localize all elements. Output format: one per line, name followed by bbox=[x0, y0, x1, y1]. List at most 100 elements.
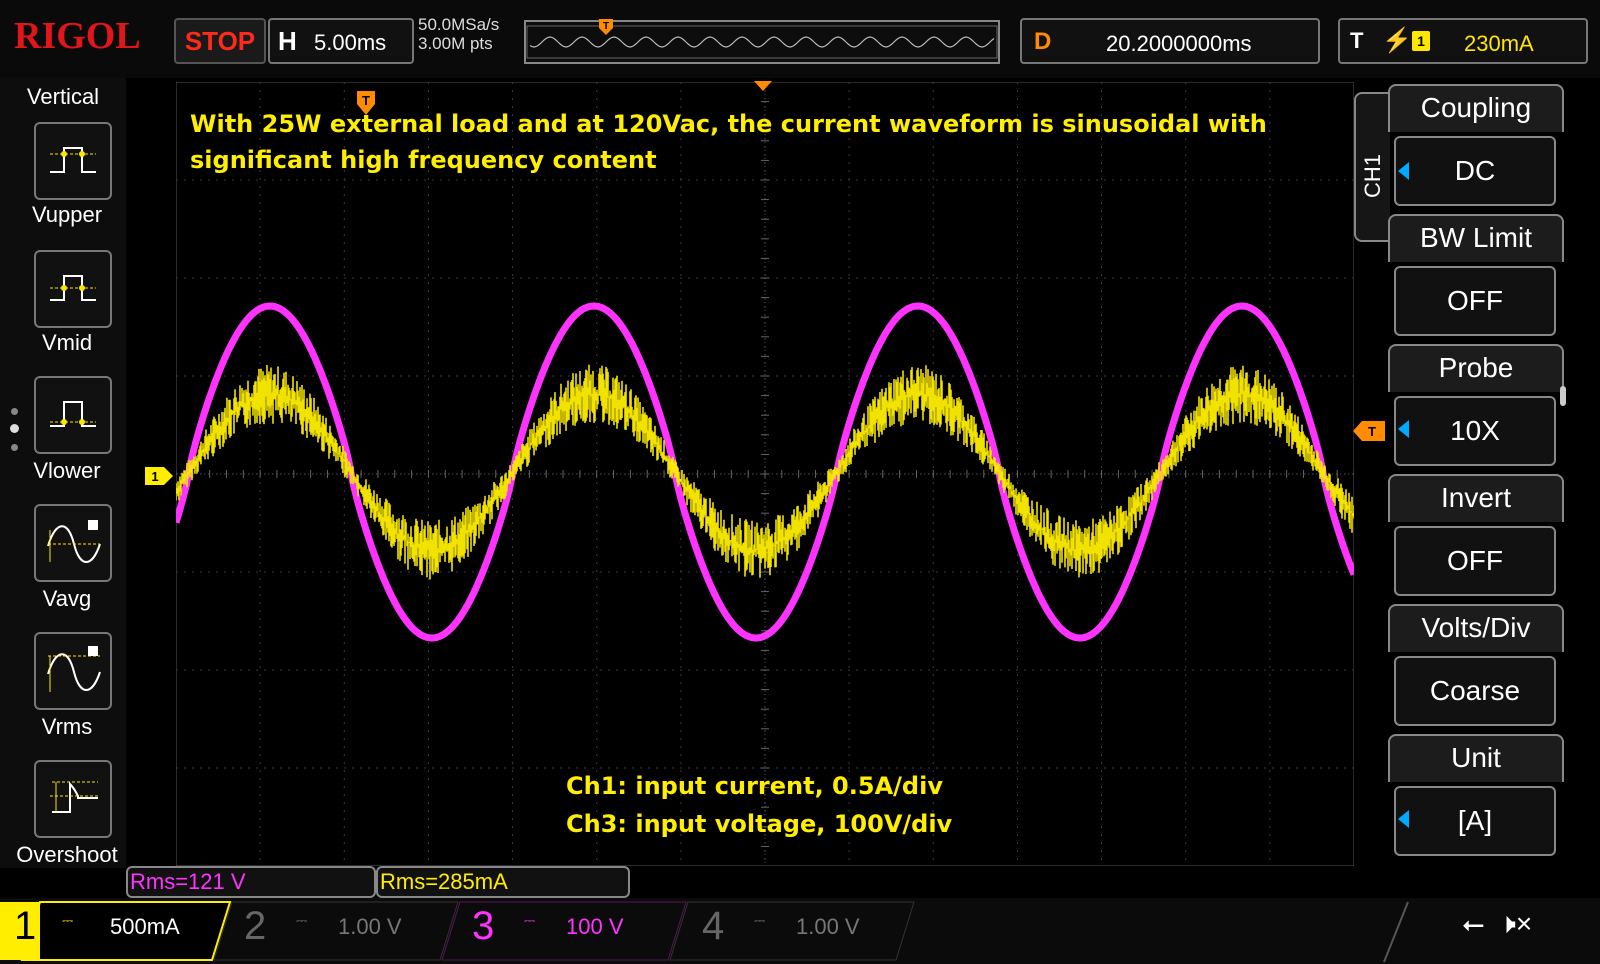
status-icons: ⭠ 🕨× bbox=[1462, 908, 1532, 941]
vavg-icon bbox=[47, 520, 101, 563]
menu-bw-limit[interactable]: BW Limit OFF bbox=[1388, 214, 1564, 336]
vavg-label: Vavg bbox=[42, 586, 92, 611]
channel-status-bar: 1 ⎓ 500mA 2 ⎓ 1.00 V 3 ⎓ 100 V 4 ⎓ 1.00 … bbox=[0, 898, 1600, 964]
svg-text:T: T bbox=[603, 21, 609, 32]
menu-probe[interactable]: Probe 10X bbox=[1388, 344, 1564, 466]
ch3-voltage-trace bbox=[172, 302, 1358, 642]
horizontal-scale-box[interactable]: H 5.00ms bbox=[268, 18, 414, 64]
trigger-marker-text: T bbox=[362, 93, 370, 108]
channel-tabs-svg bbox=[0, 901, 915, 961]
channel-1-number: 1 bbox=[14, 904, 37, 948]
unit-select-arrow-icon bbox=[1398, 810, 1409, 828]
ch1-rms-measurement[interactable]: Rms=285mA bbox=[376, 866, 630, 898]
menu-probe-title: Probe bbox=[1388, 344, 1564, 392]
vrms-icon bbox=[47, 646, 101, 692]
measure-menu-title: Vertical bbox=[26, 84, 100, 109]
sample-rate: 50.0MSa/s bbox=[418, 15, 500, 34]
channel-3-tab[interactable]: 3 ⎓ 100 V bbox=[464, 898, 684, 958]
menu-unit-value: [A] bbox=[1394, 786, 1556, 856]
run-stop-button[interactable]: STOP bbox=[174, 18, 266, 64]
waveform-svg bbox=[172, 81, 1358, 867]
channel-tab-label: CH1 bbox=[1360, 153, 1385, 198]
page-dot bbox=[11, 444, 18, 451]
vrms-label: Vrms bbox=[41, 714, 93, 739]
vupper-icon bbox=[50, 147, 96, 173]
menu-volts-div-value: Coarse bbox=[1394, 656, 1556, 726]
menu-invert-title: Invert bbox=[1388, 474, 1564, 522]
waveform-display[interactable] bbox=[172, 81, 1358, 867]
annotation-ch3-note: Ch3: input voltage, 100V/div bbox=[566, 810, 953, 838]
ch1-current-trace bbox=[175, 364, 1355, 580]
overshoot-label: Overshoot bbox=[16, 842, 118, 867]
rising-edge-icon: ⚡ bbox=[1382, 27, 1412, 54]
menu-bw-limit-title: BW Limit bbox=[1388, 214, 1564, 262]
measurement-bar: Rms=121 V Rms=285mA bbox=[126, 866, 636, 898]
trigger-box[interactable]: T ⚡ 1 230mA bbox=[1338, 18, 1588, 64]
menu-unit-title: Unit bbox=[1388, 734, 1564, 782]
trigger-label: T bbox=[1350, 28, 1364, 53]
delay-box[interactable]: D 20.2000000ms bbox=[1020, 18, 1320, 64]
channel-4-scale: 1.00 V bbox=[796, 914, 860, 939]
trigger-level-value: 230mA bbox=[1464, 31, 1534, 56]
menu-coupling[interactable]: Coupling DC bbox=[1388, 84, 1564, 206]
page-dot-active bbox=[10, 424, 19, 433]
menu-volts-div-title: Volts/Div bbox=[1388, 604, 1564, 652]
channel-3-scale: 100 V bbox=[566, 914, 624, 939]
menu-invert[interactable]: Invert OFF bbox=[1388, 474, 1564, 596]
channel-4-number: 4 bbox=[702, 904, 725, 948]
memory-overview-wave bbox=[526, 25, 998, 59]
memory-overview-strip[interactable] bbox=[524, 20, 1000, 64]
channel-4-coupling-icon: ⎓ bbox=[754, 912, 766, 928]
channel-1-scale: 500mA bbox=[110, 914, 180, 939]
vavg-button[interactable] bbox=[34, 504, 112, 582]
channel-1-tab[interactable]: 1 ⎓ 500mA bbox=[2, 898, 222, 958]
delay-value: 20.2000000ms bbox=[1106, 31, 1252, 56]
svg-text:T: T bbox=[1368, 424, 1376, 439]
vmid-label: Vmid bbox=[41, 330, 93, 355]
menu-volts-div[interactable]: Volts/Div Coarse bbox=[1388, 604, 1564, 726]
annotation-line-2: significant high frequency content bbox=[190, 146, 657, 174]
vlower-button[interactable] bbox=[34, 376, 112, 454]
vupper-button[interactable] bbox=[34, 122, 112, 200]
menu-invert-value: OFF bbox=[1394, 526, 1556, 596]
speaker-mute-icon[interactable]: 🕨× bbox=[1498, 908, 1533, 939]
delay-label: D bbox=[1034, 28, 1052, 55]
vmid-icon bbox=[50, 275, 96, 301]
channel-menu-tab[interactable]: CH1 bbox=[1354, 92, 1390, 242]
menu-scroll-indicator bbox=[1560, 386, 1566, 406]
annotation-line-1: With 25W external load and at 120Vac, th… bbox=[190, 110, 1267, 138]
vlower-label: Vlower bbox=[33, 458, 101, 483]
menu-unit[interactable]: Unit [A] bbox=[1388, 734, 1564, 856]
vlower-icon bbox=[50, 401, 96, 427]
horizontal-label: H bbox=[278, 26, 297, 56]
channel-3-number: 3 bbox=[472, 904, 495, 948]
page-dot bbox=[11, 408, 18, 415]
trigger-channel-badge: 1 bbox=[1412, 31, 1430, 51]
measure-menu-panel: Vertical Vupper Vmid Vlower Vavg Vrms Ov… bbox=[0, 78, 126, 868]
menu-coupling-title: Coupling bbox=[1388, 84, 1564, 132]
channel-2-number: 2 bbox=[244, 904, 267, 948]
vrms-button[interactable] bbox=[34, 632, 112, 710]
channel-3-coupling-icon: ⎓ bbox=[524, 912, 536, 928]
status-divider bbox=[1383, 901, 1409, 963]
vupper-label: Vupper bbox=[31, 202, 103, 227]
trigger-level-marker[interactable]: T bbox=[1352, 420, 1386, 447]
trigger-position-marker bbox=[754, 80, 772, 98]
acquisition-info: 50.0MSa/s 3.00M pts bbox=[418, 15, 499, 53]
probe-select-arrow-icon bbox=[1398, 420, 1409, 438]
channel-2-tab[interactable]: 2 ⎓ 1.00 V bbox=[236, 898, 456, 958]
overshoot-icon bbox=[50, 781, 98, 813]
overshoot-button[interactable] bbox=[34, 760, 112, 838]
channel-1-coupling-icon: ⎓ bbox=[62, 912, 74, 928]
ch1-marker-text: 1 bbox=[151, 469, 158, 484]
brand-logo: RIGOL bbox=[14, 15, 141, 57]
annotation-ch1-note: Ch1: input current, 0.5A/div bbox=[566, 772, 943, 800]
ch3-rms-measurement[interactable]: Rms=121 V bbox=[126, 866, 376, 898]
menu-coupling-value: DC bbox=[1394, 136, 1556, 206]
vmid-button[interactable] bbox=[34, 250, 112, 328]
channel-menu-panel: Coupling DC BW Limit OFF Probe 10X Inver… bbox=[1384, 84, 1600, 874]
channel-2-coupling-icon: ⎓ bbox=[296, 912, 308, 928]
ch1-offset-marker[interactable]: 1 bbox=[144, 466, 174, 491]
channel-4-tab[interactable]: 4 ⎓ 1.00 V bbox=[694, 898, 914, 958]
menu-bw-limit-value: OFF bbox=[1394, 266, 1556, 336]
